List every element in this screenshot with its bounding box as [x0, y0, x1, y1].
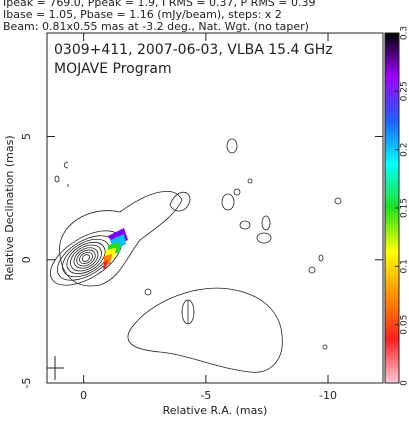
- polarization: [103, 228, 128, 269]
- y-tick-label: 0: [20, 256, 33, 263]
- colorbar-tick-label: 0.05: [400, 315, 409, 335]
- colorbar-tick-label: 0.2: [400, 143, 409, 157]
- colorbar-tick-label: 0.3: [400, 26, 409, 40]
- header-line: Beam: 0.81x0.55 mas at -3.2 deg., Nat. W…: [3, 20, 309, 33]
- y-axis-label: Relative Declination (mas): [3, 135, 16, 280]
- colorbar-tick-label: 0.25: [400, 81, 409, 101]
- contours: [47, 138, 342, 380]
- colorbar-tick-label: 0.1: [400, 259, 409, 273]
- x-tick-label: 0: [80, 389, 87, 402]
- x-axis-label: Relative R.A. (mas): [163, 404, 268, 417]
- beam: [47, 356, 64, 380]
- chart-subtitle: MOJAVE Program: [54, 61, 172, 77]
- y-tick-label: -5: [20, 378, 33, 389]
- y-tick-label: 5: [20, 133, 33, 140]
- chart-title: 0309+411, 2007-06-03, VLBA 15.4 GHz: [54, 42, 333, 58]
- header-line: Ipeak = 769.0, Ppeak = 1.9, I RMS = 0.37…: [3, 0, 316, 9]
- x-tick-label: -5: [200, 389, 211, 402]
- header-line: Ibase = 1.05, Pbase = 1.16 (mJy/beam), s…: [3, 8, 282, 21]
- x-tick-label: -10: [319, 389, 337, 402]
- colorbar-tick-label: 0: [400, 380, 409, 386]
- plot-frame: [46, 32, 384, 384]
- colorbar-tick-label: 0.15: [400, 198, 409, 218]
